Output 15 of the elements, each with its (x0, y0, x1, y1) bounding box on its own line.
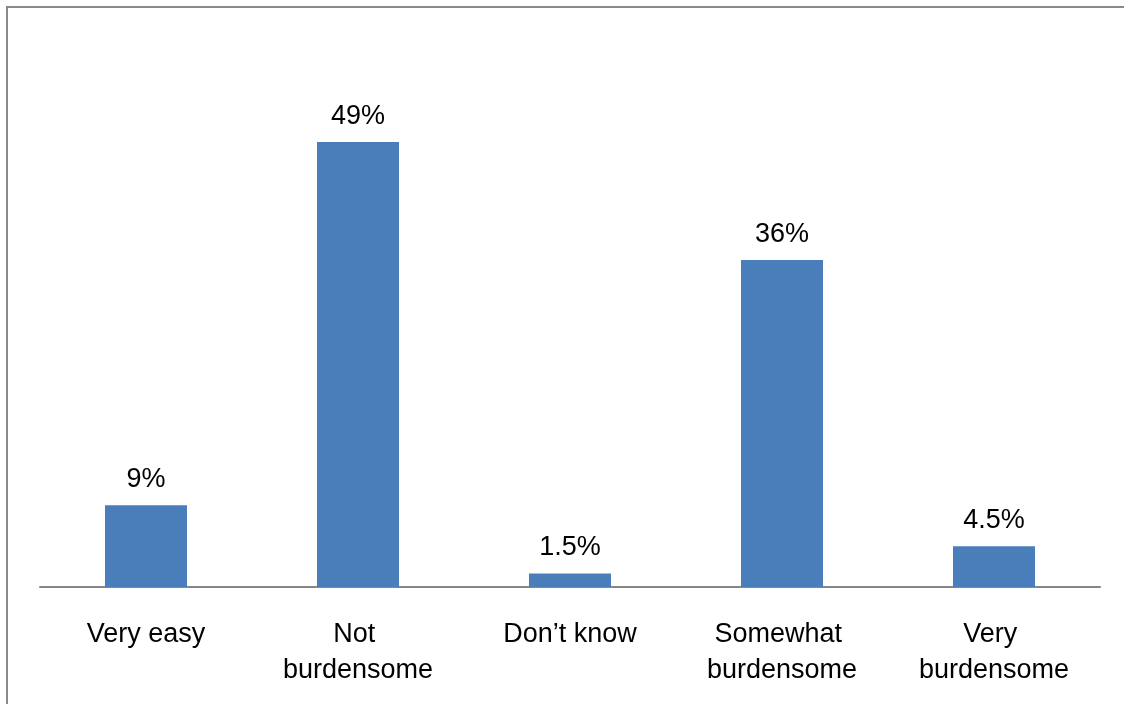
data-label: 49% (330, 99, 386, 130)
x-tick-label: Somewhat burdensome (706, 618, 858, 684)
data-label: 9% (126, 462, 166, 493)
bar (105, 505, 187, 587)
x-tick-label: Don’t know (503, 618, 638, 648)
x-tick-label: Very burdensome (918, 618, 1070, 684)
data-label: 4.5% (963, 503, 1025, 534)
bar (741, 260, 823, 587)
data-label: 1.5% (539, 530, 601, 561)
x-tick-label: Not burdensome (282, 618, 434, 684)
data-label: 36% (754, 217, 810, 248)
bar (529, 573, 611, 587)
x-tick-label: Very easy (86, 618, 206, 648)
bar (317, 142, 399, 587)
bar (953, 546, 1035, 587)
